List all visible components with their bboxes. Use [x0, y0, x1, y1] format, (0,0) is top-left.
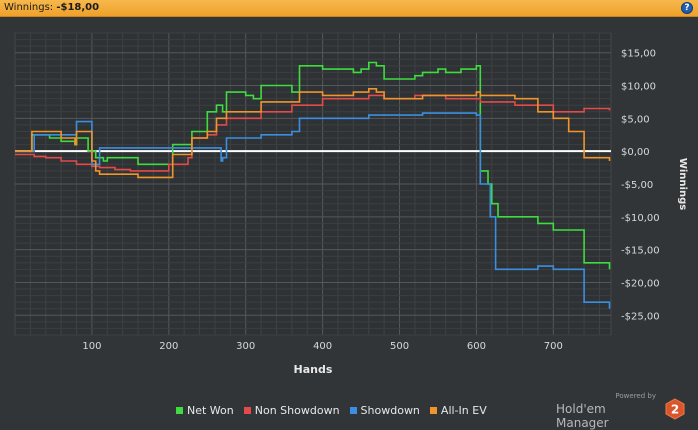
x-tick-label: 500 — [390, 341, 409, 352]
series-line-showdown — [15, 112, 611, 309]
y-tick-labels: $15,00 $10,00 $5,00 $0,00 -$5,00 -$10,00 -$15,… — [621, 49, 660, 323]
legend-label: Showdown — [360, 404, 420, 417]
holdem-manager-logo-icon: 2 — [665, 398, 685, 420]
y-tick-label: $0,00 — [621, 147, 650, 158]
legend-item-showdown[interactable]: Showdown — [349, 404, 420, 417]
x-tick-label: 300 — [236, 341, 255, 352]
legend-item-net-won[interactable]: Net Won — [176, 404, 234, 417]
legend-label: All-In EV — [440, 404, 487, 417]
legend-item-non-showdown[interactable]: Non Showdown — [243, 404, 340, 417]
title-bar: Winnings: -$18,00 ? — [0, 0, 698, 17]
legend-label: Non Showdown — [254, 404, 340, 417]
holdem-manager-branding: Powered by Hold'em Manager 2 — [556, 392, 686, 430]
net-won-swatch — [176, 407, 183, 414]
x-tick-label: 400 — [313, 341, 332, 352]
y-tick-label: $15,00 — [621, 49, 656, 60]
legend-label: Net Won — [187, 404, 234, 417]
non-showdown-swatch — [243, 407, 251, 414]
logo-number: 2 — [671, 403, 679, 417]
legend: Net Won Non Showdown Showdown All-In EV — [176, 404, 487, 417]
x-tick-label: 700 — [544, 341, 563, 352]
powered-by-text: Powered by — [615, 392, 656, 400]
grid-lines — [15, 32, 611, 336]
x-tick-labels: 100 200 300 400 500 600 700 — [82, 341, 563, 352]
x-tick-label: 200 — [159, 341, 178, 352]
x-tick-label: 100 — [82, 341, 101, 352]
showdown-swatch — [349, 407, 357, 414]
winnings-label: Winnings: — [4, 2, 54, 13]
series-line-all-in-ev — [15, 88, 611, 179]
legend-item-all-in-ev[interactable]: All-In EV — [429, 404, 487, 417]
all-in-ev-swatch — [429, 407, 437, 414]
x-tick-label: 600 — [467, 341, 486, 352]
winnings-summary: Winnings: -$18,00 — [4, 2, 99, 13]
winnings-chart: 100 200 300 400 500 600 700 $15,00$10,00$5,00$… — [14, 32, 688, 376]
y-tick-label: $5,00 — [621, 114, 650, 125]
x-axis-label: Hands — [294, 363, 333, 376]
y-tick-label: -$10,00 — [621, 213, 660, 224]
brand-name: Hold'em Manager — [556, 402, 609, 430]
winnings-value: -$18,00 — [56, 2, 100, 13]
help-icon[interactable]: ? — [681, 2, 693, 14]
y-tick-label: $10,00 — [621, 82, 656, 93]
y-tick-label: -$20,00 — [621, 278, 660, 289]
y-tick-label: -$15,00 — [621, 246, 660, 257]
series-lines — [15, 61, 611, 309]
y-tick-label: -$25,00 — [621, 311, 660, 322]
y-axis-label: Winnings — [677, 158, 688, 210]
y-tick-label: -$5,00 — [621, 180, 653, 191]
